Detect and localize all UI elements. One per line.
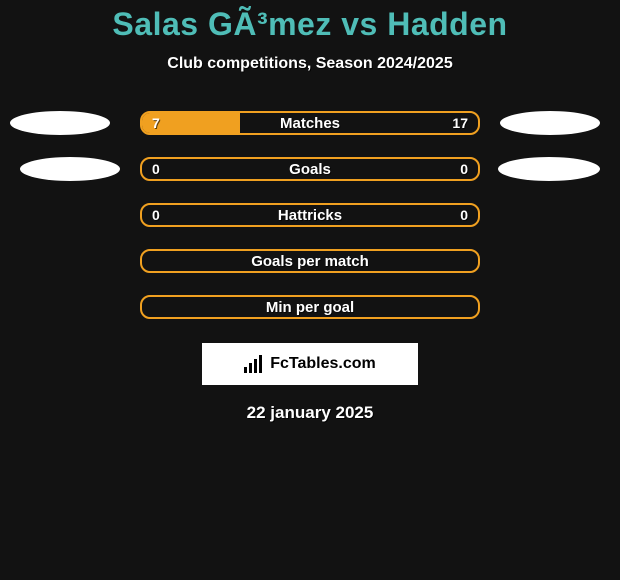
source-label: FcTables.com — [270, 355, 376, 373]
stat-right-value: 0 — [460, 161, 468, 177]
stat-label: Goals per match — [251, 253, 369, 270]
stat-label: Hattricks — [278, 207, 342, 224]
stat-row: Min per goal — [0, 295, 620, 319]
stat-bar: 7 Matches 17 — [140, 111, 480, 135]
stat-bar: 0 Hattricks 0 — [140, 203, 480, 227]
stat-row: Goals per match — [0, 249, 620, 273]
stat-row: 0 Goals 0 — [0, 157, 620, 181]
stat-bar: Goals per match — [140, 249, 480, 273]
stat-left-value: 0 — [152, 161, 160, 177]
stats-container: 7 Matches 17 0 Goals 0 0 Hattricks 0 Goals per ma… — [0, 111, 620, 319]
bar-chart-icon — [244, 355, 266, 373]
stat-bar: Min per goal — [140, 295, 480, 319]
stat-bar: 0 Goals 0 — [140, 157, 480, 181]
stat-label: Min per goal — [266, 299, 354, 316]
player-right-badge — [498, 157, 600, 181]
date-label: 22 january 2025 — [247, 403, 374, 423]
stat-row: 7 Matches 17 — [0, 111, 620, 135]
stat-row: 0 Hattricks 0 — [0, 203, 620, 227]
subtitle: Club competitions, Season 2024/2025 — [167, 55, 452, 73]
source-badge[interactable]: FcTables.com — [202, 343, 418, 385]
player-left-badge — [20, 157, 120, 181]
stat-right-value: 17 — [452, 115, 468, 131]
stat-left-value: 7 — [152, 115, 160, 131]
stat-label: Matches — [280, 115, 340, 132]
stat-right-value: 0 — [460, 207, 468, 223]
player-left-badge — [10, 111, 110, 135]
player-right-badge — [500, 111, 600, 135]
page-title: Salas GÃ³mez vs Hadden — [112, 6, 507, 43]
stat-left-value: 0 — [152, 207, 160, 223]
stat-label: Goals — [289, 161, 331, 178]
